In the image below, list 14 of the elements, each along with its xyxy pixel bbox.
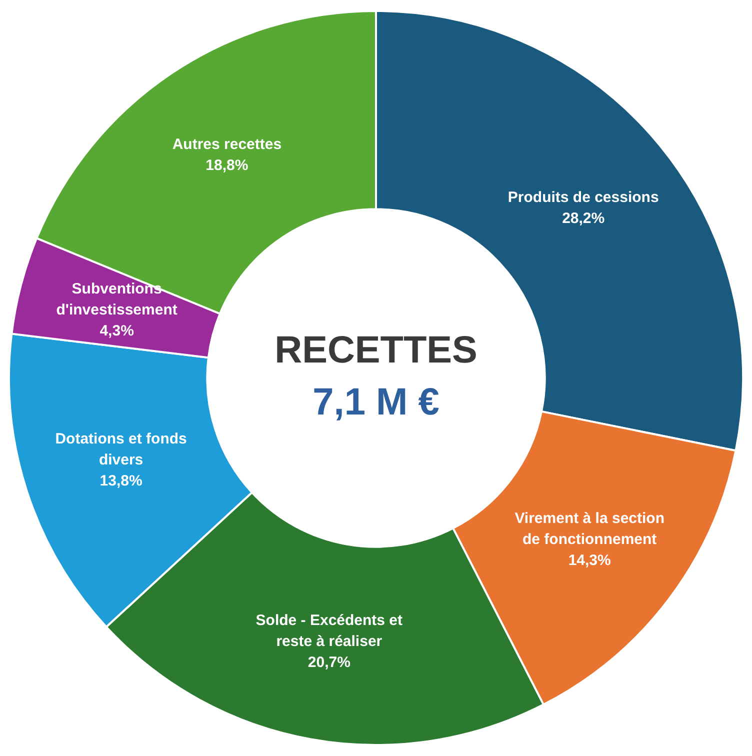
data-label: 18,8%: [206, 157, 248, 174]
slice-label: Produits de cessions: [508, 188, 659, 206]
slice-label: Subventions d'investissement: [56, 280, 178, 318]
data-label: 13,8%: [100, 472, 142, 490]
data-label: 20,7%: [308, 654, 350, 671]
text: RECETTES: [274, 329, 478, 372]
slice-label: Solde - Excédents et reste à réaliser: [256, 612, 403, 650]
slice-label: Autres recettes: [172, 136, 282, 154]
data-label: 4,3%: [100, 322, 134, 340]
data-label: 28,2%: [562, 210, 605, 227]
slice-label: Virement à la section de fonctionnement: [514, 510, 664, 548]
data-label: 14,3%: [568, 552, 611, 569]
text: 7,1 M €: [312, 381, 440, 424]
slice-label: Dotations et fonds divers: [55, 430, 187, 468]
